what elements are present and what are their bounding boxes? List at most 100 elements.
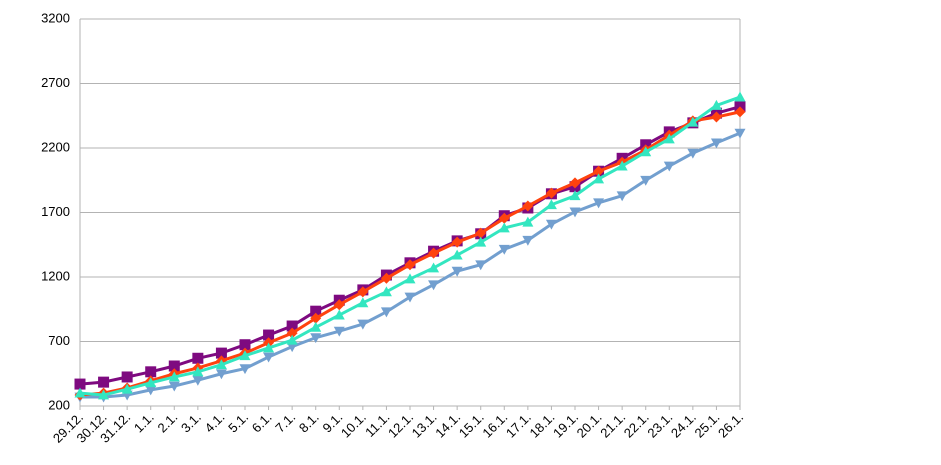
data-point xyxy=(428,247,440,259)
data-point xyxy=(357,297,369,308)
data-point xyxy=(215,347,227,359)
data-point xyxy=(475,260,487,271)
x-tick-label: 16.1. xyxy=(479,410,510,441)
y-tick-label: 200 xyxy=(48,397,70,412)
x-tick-label: 13.1. xyxy=(409,410,440,441)
x-tick-label: 21.1. xyxy=(597,410,628,441)
x-tick-label: 11.1. xyxy=(362,410,392,440)
data-point xyxy=(710,138,722,149)
data-point xyxy=(192,352,204,364)
data-point xyxy=(168,360,180,372)
data-point xyxy=(734,128,746,139)
data-point xyxy=(74,387,86,398)
y-tick-label: 1200 xyxy=(41,268,70,283)
data-point xyxy=(263,342,275,353)
y-tick-label: 3200 xyxy=(41,10,70,25)
data-point xyxy=(145,385,157,396)
x-tick-label: 25.1. xyxy=(691,410,722,441)
data-point xyxy=(263,329,275,341)
data-point xyxy=(593,165,605,177)
data-point xyxy=(663,161,675,172)
data-point xyxy=(310,312,322,324)
data-point xyxy=(428,280,440,291)
data-point xyxy=(286,320,298,332)
data-point xyxy=(357,286,369,298)
data-point xyxy=(569,207,581,218)
data-point xyxy=(263,352,275,363)
data-point xyxy=(239,339,251,351)
data-point xyxy=(239,364,251,375)
data-point xyxy=(593,198,605,209)
data-point xyxy=(451,249,463,260)
x-tick-label: 19.1. xyxy=(550,410,581,441)
data-point xyxy=(145,366,157,378)
data-point xyxy=(145,377,157,388)
data-point xyxy=(475,236,487,247)
data-point xyxy=(239,350,251,361)
x-tick-label: 20.1. xyxy=(574,410,605,441)
data-point xyxy=(98,389,110,400)
data-point xyxy=(663,133,675,144)
data-point xyxy=(640,175,652,186)
data-point xyxy=(215,359,227,370)
data-point xyxy=(522,200,534,212)
data-point xyxy=(710,99,722,110)
x-tick-label: 18.1. xyxy=(526,410,557,441)
data-point xyxy=(451,266,463,277)
data-point xyxy=(404,259,416,271)
data-point xyxy=(545,187,557,199)
data-point xyxy=(498,222,510,233)
data-point xyxy=(404,292,416,303)
data-point xyxy=(286,327,298,339)
data-point xyxy=(710,111,722,123)
data-point xyxy=(310,305,322,317)
x-tick-label: 15.1. xyxy=(456,410,487,441)
data-point xyxy=(121,371,133,383)
x-tick-label: 24.1. xyxy=(668,410,699,441)
data-point xyxy=(522,235,534,246)
x-tick-label: 4.1. xyxy=(202,410,228,436)
x-tick-label: 10.1. xyxy=(338,410,369,441)
data-point xyxy=(687,116,699,127)
data-point xyxy=(286,342,298,353)
data-point xyxy=(380,307,392,318)
data-point xyxy=(640,146,652,157)
data-point xyxy=(333,309,345,320)
data-point xyxy=(734,91,746,102)
x-tick-label: 2.1. xyxy=(154,410,180,436)
x-tick-label: 22.1. xyxy=(621,410,652,441)
data-point xyxy=(475,227,487,239)
y-tick-label: 2200 xyxy=(41,139,70,154)
data-point xyxy=(734,106,746,118)
data-point xyxy=(192,366,204,377)
data-point xyxy=(333,299,345,311)
y-tick-label: 1700 xyxy=(41,204,70,219)
data-point xyxy=(593,173,605,184)
data-point xyxy=(192,375,204,386)
x-tick-label: 6.1. xyxy=(249,410,275,436)
data-point xyxy=(498,212,510,224)
data-point xyxy=(286,334,298,345)
x-tick-label: 23.1. xyxy=(644,410,675,441)
data-point xyxy=(310,321,322,332)
data-point xyxy=(215,369,227,380)
data-point xyxy=(380,272,392,284)
x-tick-label: 5.1. xyxy=(225,410,251,436)
data-point xyxy=(687,148,699,159)
x-tick-label: 8.1. xyxy=(296,410,322,436)
data-point xyxy=(310,333,322,344)
x-tick-label: 14.1. xyxy=(432,410,463,441)
data-point xyxy=(545,199,557,210)
x-tick-label: 3.1. xyxy=(178,410,204,436)
data-point xyxy=(616,191,628,202)
data-point xyxy=(333,326,345,337)
data-point xyxy=(569,177,581,189)
data-point xyxy=(616,160,628,171)
data-point xyxy=(498,244,510,255)
y-tick-label: 2700 xyxy=(41,75,70,90)
x-tick-label: 26.1. xyxy=(715,410,746,441)
x-tick-label: 17.1. xyxy=(503,410,534,441)
data-point xyxy=(428,262,440,273)
data-point xyxy=(569,190,581,201)
